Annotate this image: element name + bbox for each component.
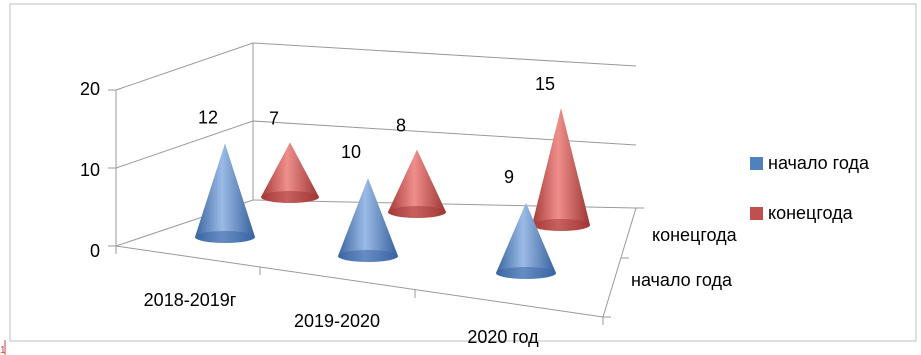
legend-swatch (750, 157, 763, 170)
cone-body (261, 142, 319, 203)
y-tick-10: 10 (80, 160, 100, 180)
gridline-20 (252, 42, 637, 67)
category-label: 2020 год (467, 327, 539, 347)
side-gridline-10 (115, 120, 254, 169)
cone-base (496, 267, 556, 279)
legend-label: начало года (768, 153, 870, 173)
cone-body (532, 108, 590, 231)
side-wall-top (115, 42, 254, 91)
legend-label: конецгода (768, 203, 854, 223)
cone-body (388, 149, 446, 218)
cone-body (338, 178, 398, 262)
data-label: 12 (198, 107, 218, 127)
cone-base (338, 250, 398, 262)
cone-body (195, 143, 255, 243)
data-label: 8 (396, 116, 406, 136)
cone-base (388, 206, 446, 218)
cone-mark (195, 143, 255, 243)
cone-mark (261, 142, 319, 203)
cone-mark (338, 178, 398, 262)
legend-swatch (750, 207, 763, 220)
y-tick-0: 0 (90, 241, 100, 261)
cone-base (532, 219, 590, 231)
cone-mark (532, 108, 590, 231)
gridline-10 (252, 120, 637, 146)
chart-border (9, 3, 917, 342)
cone-mark (388, 149, 446, 218)
page-marker: 1 (0, 345, 6, 355)
cone-body (496, 202, 556, 279)
right-floor-edge (602, 207, 637, 318)
legend: начало года конецгода (750, 153, 870, 223)
category-label: 2019-2020 (294, 311, 380, 331)
depth-label-front: начало года (631, 270, 733, 290)
data-label: 9 (504, 167, 514, 187)
data-label: 15 (535, 74, 555, 94)
y-tick-20: 20 (80, 79, 100, 99)
category-label: 2018-2019г (144, 290, 237, 310)
data-label: 7 (269, 108, 279, 128)
cone-mark (496, 202, 556, 279)
cone-base (261, 191, 319, 203)
front-floor-edge (115, 245, 604, 318)
data-label: 10 (341, 142, 361, 162)
depth-label-back: конецгода (652, 225, 738, 245)
cone-base (195, 231, 255, 243)
